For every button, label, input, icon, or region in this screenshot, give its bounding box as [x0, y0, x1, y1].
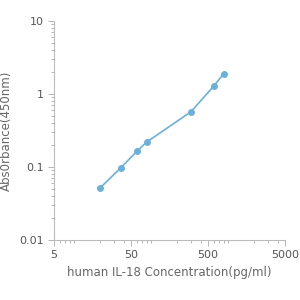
X-axis label: human IL-18 Concentration(pg/ml): human IL-18 Concentration(pg/ml) — [67, 266, 272, 279]
Y-axis label: Abs0rbance(450nm): Abs0rbance(450nm) — [0, 70, 14, 191]
